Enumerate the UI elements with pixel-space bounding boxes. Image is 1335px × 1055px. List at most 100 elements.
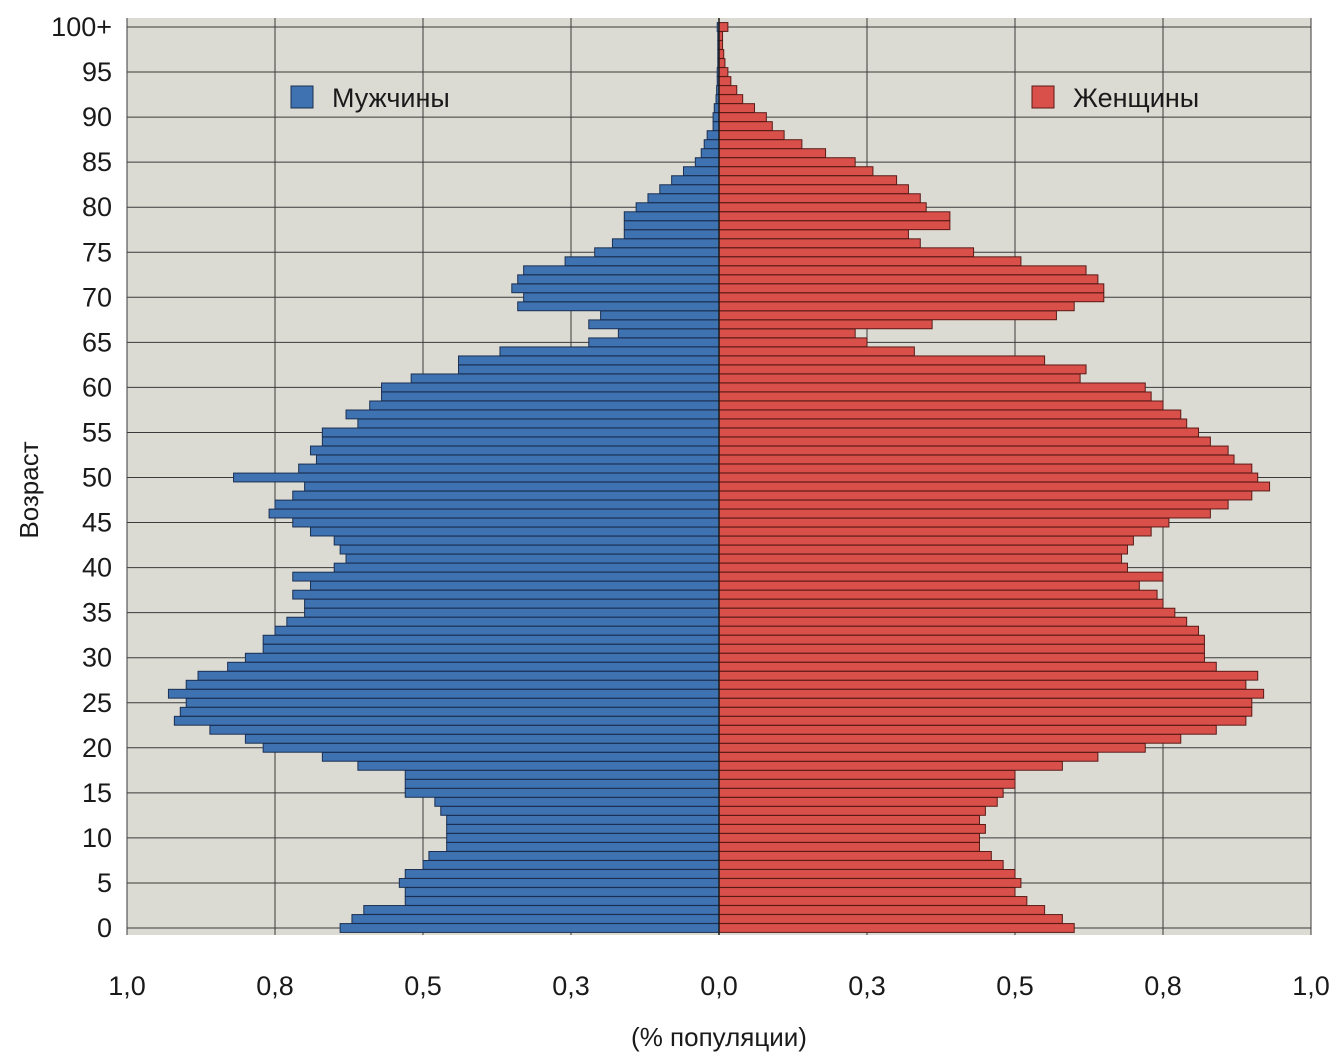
female-bar bbox=[718, 121, 773, 132]
female-bar bbox=[718, 914, 1063, 924]
male-bar bbox=[209, 724, 720, 735]
male-bar bbox=[594, 247, 720, 258]
y-tick-label: 25 bbox=[82, 688, 112, 718]
female-bar bbox=[718, 292, 1105, 303]
male-bar bbox=[659, 184, 720, 195]
female-bar bbox=[718, 202, 927, 213]
female-bar bbox=[718, 832, 980, 843]
male-bar bbox=[292, 571, 720, 582]
male-bar bbox=[369, 400, 720, 411]
male-bar bbox=[588, 319, 720, 330]
male-bar bbox=[635, 202, 720, 213]
male-bar bbox=[404, 887, 720, 897]
female-bar bbox=[718, 715, 1247, 726]
y-tick-label: 35 bbox=[82, 598, 112, 628]
female-bar bbox=[718, 103, 756, 114]
y-tick-label: 70 bbox=[82, 282, 112, 312]
female-bar bbox=[718, 517, 1170, 528]
female-bar bbox=[718, 148, 827, 159]
female-bar bbox=[718, 688, 1265, 699]
male-bar bbox=[357, 418, 720, 429]
female-bar bbox=[718, 256, 1022, 267]
male-bar bbox=[262, 634, 720, 645]
female-bar bbox=[718, 607, 1176, 618]
male-bar bbox=[321, 751, 720, 762]
male-bar bbox=[523, 292, 720, 303]
male-bar bbox=[682, 166, 720, 177]
x-axis-title: (% популяции) bbox=[631, 1022, 807, 1052]
male-bar bbox=[357, 760, 720, 771]
female-bar bbox=[718, 85, 738, 95]
male-bar bbox=[268, 508, 720, 519]
male-bar bbox=[404, 769, 720, 780]
female-bar bbox=[718, 580, 1140, 591]
female-bar bbox=[718, 661, 1217, 672]
male-bar bbox=[712, 121, 720, 132]
y-tick-label: 75 bbox=[82, 237, 112, 267]
y-tick-label: 80 bbox=[82, 192, 112, 222]
male-bar bbox=[304, 481, 720, 492]
x-axis-tick-labels: 1,0 0,8 0,5 0,3 0,0 0,3 0,5 0,8 1,0 bbox=[108, 971, 1330, 1001]
female-bar bbox=[718, 67, 729, 77]
male-bar bbox=[310, 526, 720, 537]
x-tick-label: 0,8 bbox=[256, 971, 294, 1001]
male-bar bbox=[446, 841, 720, 852]
female-bar bbox=[718, 841, 980, 852]
female-bar bbox=[718, 355, 1046, 366]
male-bar bbox=[523, 265, 720, 276]
female-bar bbox=[718, 481, 1271, 492]
female-bar bbox=[718, 76, 732, 86]
female-bar bbox=[718, 184, 909, 195]
female-bar bbox=[718, 571, 1164, 582]
female-bar bbox=[718, 301, 1075, 312]
female-bar bbox=[718, 364, 1087, 375]
male-bar bbox=[446, 832, 720, 843]
female-bar bbox=[718, 562, 1128, 573]
male-bar bbox=[700, 148, 720, 159]
male-bar bbox=[706, 130, 720, 141]
male-bar bbox=[564, 256, 720, 267]
male-bar bbox=[173, 715, 720, 726]
male-bar bbox=[274, 499, 720, 510]
male-bar bbox=[647, 193, 720, 204]
female-bar bbox=[718, 112, 767, 123]
female-bar bbox=[718, 211, 951, 222]
x-tick-label: 0,0 bbox=[700, 971, 738, 1001]
female-bar bbox=[718, 238, 921, 249]
female-bar bbox=[718, 508, 1211, 519]
female-bar bbox=[718, 751, 1099, 762]
y-tick-label: 0 bbox=[97, 913, 112, 943]
male-bar bbox=[321, 427, 720, 438]
male-bar bbox=[345, 553, 720, 564]
female-bar bbox=[718, 697, 1253, 708]
female-bar bbox=[718, 616, 1188, 627]
female-bar bbox=[718, 706, 1253, 717]
male-bar bbox=[339, 923, 720, 933]
female-bar bbox=[718, 328, 856, 339]
male-bar bbox=[185, 697, 720, 708]
male-bar bbox=[446, 823, 720, 834]
male-bar bbox=[712, 112, 720, 123]
female-bar bbox=[718, 625, 1200, 636]
male-bar bbox=[398, 878, 720, 888]
female-bar bbox=[718, 887, 1016, 897]
female-bar bbox=[718, 454, 1235, 465]
male-bar bbox=[588, 337, 720, 348]
y-tick-label: 55 bbox=[82, 417, 112, 447]
male-bar bbox=[286, 616, 720, 627]
male-bar bbox=[611, 238, 720, 249]
male-bar bbox=[617, 328, 720, 339]
female-bar bbox=[718, 823, 986, 834]
male-bar bbox=[321, 436, 720, 447]
x-tick-label: 0,3 bbox=[552, 971, 590, 1001]
female-bar bbox=[718, 382, 1146, 393]
female-bar bbox=[718, 175, 898, 186]
female-bar bbox=[718, 373, 1081, 384]
female-bar bbox=[718, 634, 1205, 645]
female-bar bbox=[718, 598, 1164, 609]
male-bar bbox=[292, 589, 720, 600]
male-bar bbox=[511, 283, 720, 294]
female-bar bbox=[718, 220, 951, 231]
female-bar bbox=[718, 724, 1217, 735]
